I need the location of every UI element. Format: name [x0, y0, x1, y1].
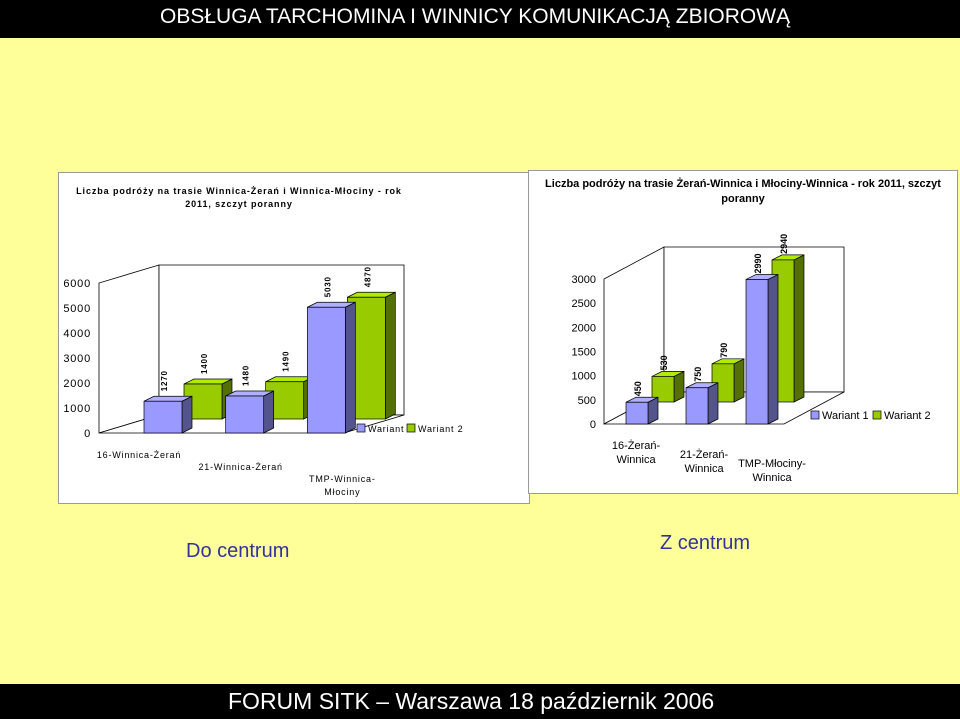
y-tick-label: 4000 [63, 328, 91, 340]
bar [143, 400, 183, 434]
bar-side [344, 301, 356, 434]
legend-label: Wariant 2 [884, 410, 931, 422]
chart-right: 0 500 1000 1500 2000 2500 3000 530 450 790 750 2940… [572, 234, 931, 484]
bar [685, 387, 709, 425]
bar [225, 395, 265, 434]
category-label: Winnica [616, 454, 656, 466]
data-label: 5030 [323, 276, 332, 297]
legend-label: Wariant 1 [822, 410, 869, 422]
category-label: 21-Winnica-Żerań [199, 462, 283, 472]
bar-side [384, 291, 396, 420]
data-label: 750 [693, 367, 703, 382]
bar [745, 279, 769, 425]
category-label: Winnica [752, 472, 792, 484]
y-tick-label: 6000 [63, 278, 91, 290]
bar-side [263, 390, 275, 434]
y-tick-label: 0 [84, 428, 91, 440]
y-tick-label: 0 [590, 419, 596, 431]
y-tick-label: 500 [578, 395, 596, 407]
bar-side [793, 254, 805, 403]
category-label: 16-Winnica-Żerań [97, 450, 181, 460]
y-tick-label: 2000 [572, 322, 596, 334]
data-label: 1270 [160, 370, 169, 391]
y-tick-label: 1000 [63, 403, 91, 415]
slide-title: OBSŁUGA TARCHOMINA I WINNICY KOMUNIKACJĄ… [160, 5, 791, 28]
data-label: 790 [719, 343, 729, 358]
y-tick-label: 3000 [63, 353, 91, 365]
bar [651, 376, 675, 403]
y-tick-label: 5000 [63, 303, 91, 315]
y-tick-label: 3000 [572, 274, 596, 286]
data-label: 2990 [753, 253, 763, 273]
legend-label: Wariant 1 [368, 424, 413, 434]
data-label: 4870 [363, 266, 372, 287]
bar-side [767, 273, 779, 425]
data-label: 1400 [200, 353, 209, 374]
chart-panel-right: Liczba podróży na trasie Żerań-Winnica i… [528, 170, 958, 494]
bar-side [733, 358, 745, 403]
data-label: 1480 [242, 365, 251, 386]
chart-title-left: Liczba podróży na trasie Winnica-Żerań i… [76, 186, 402, 209]
data-label: 450 [633, 381, 643, 396]
legend-swatch [356, 423, 366, 433]
legend-swatch [406, 423, 416, 433]
y-tick-label: 1500 [572, 347, 596, 359]
legend-swatch [872, 410, 882, 420]
category-label: 16-Żerań- [612, 439, 661, 452]
chart-panel-left: Liczba podróży na trasie Winnica-Żerań i… [58, 172, 530, 504]
bar-side [707, 382, 719, 425]
bar [625, 401, 649, 425]
legend-label: Wariant 2 [418, 424, 463, 434]
category-label: 21-Żerań- [680, 448, 729, 461]
chart-left: 0 1000 2000 3000 4000 5000 6000 1400 1270 1490 148… [63, 264, 463, 497]
title-bar: OBSŁUGA TARCHOMINA I WINNICY KOMUNIKACJĄ… [0, 0, 960, 38]
category-label: TMP-Winnica- [309, 474, 376, 484]
footer-text: FORUM SITK – Warszawa 18 październik 200… [228, 688, 715, 714]
category-label: Młociny [324, 487, 360, 497]
footer-bar: FORUM SITK – Warszawa 18 październik 200… [0, 684, 960, 719]
bar [306, 306, 346, 434]
category-label: Winnica [684, 463, 724, 475]
y-tick-label: 2000 [63, 378, 91, 390]
bar-side [181, 395, 193, 434]
category-label: TMP-Młociny- [738, 458, 806, 470]
caption-do-centrum: Do centrum [186, 540, 290, 562]
y-tick-label: 2500 [572, 298, 596, 310]
data-label: 530 [659, 355, 669, 370]
caption-z-centrum: Z centrum [660, 532, 751, 554]
chart-title-right: Liczba podróży na trasie Żerań-Winnica i… [545, 178, 941, 205]
legend-swatch [810, 410, 820, 420]
data-label: 2940 [779, 234, 789, 254]
data-label: 1490 [282, 351, 291, 372]
y-tick-label: 1000 [572, 371, 596, 383]
